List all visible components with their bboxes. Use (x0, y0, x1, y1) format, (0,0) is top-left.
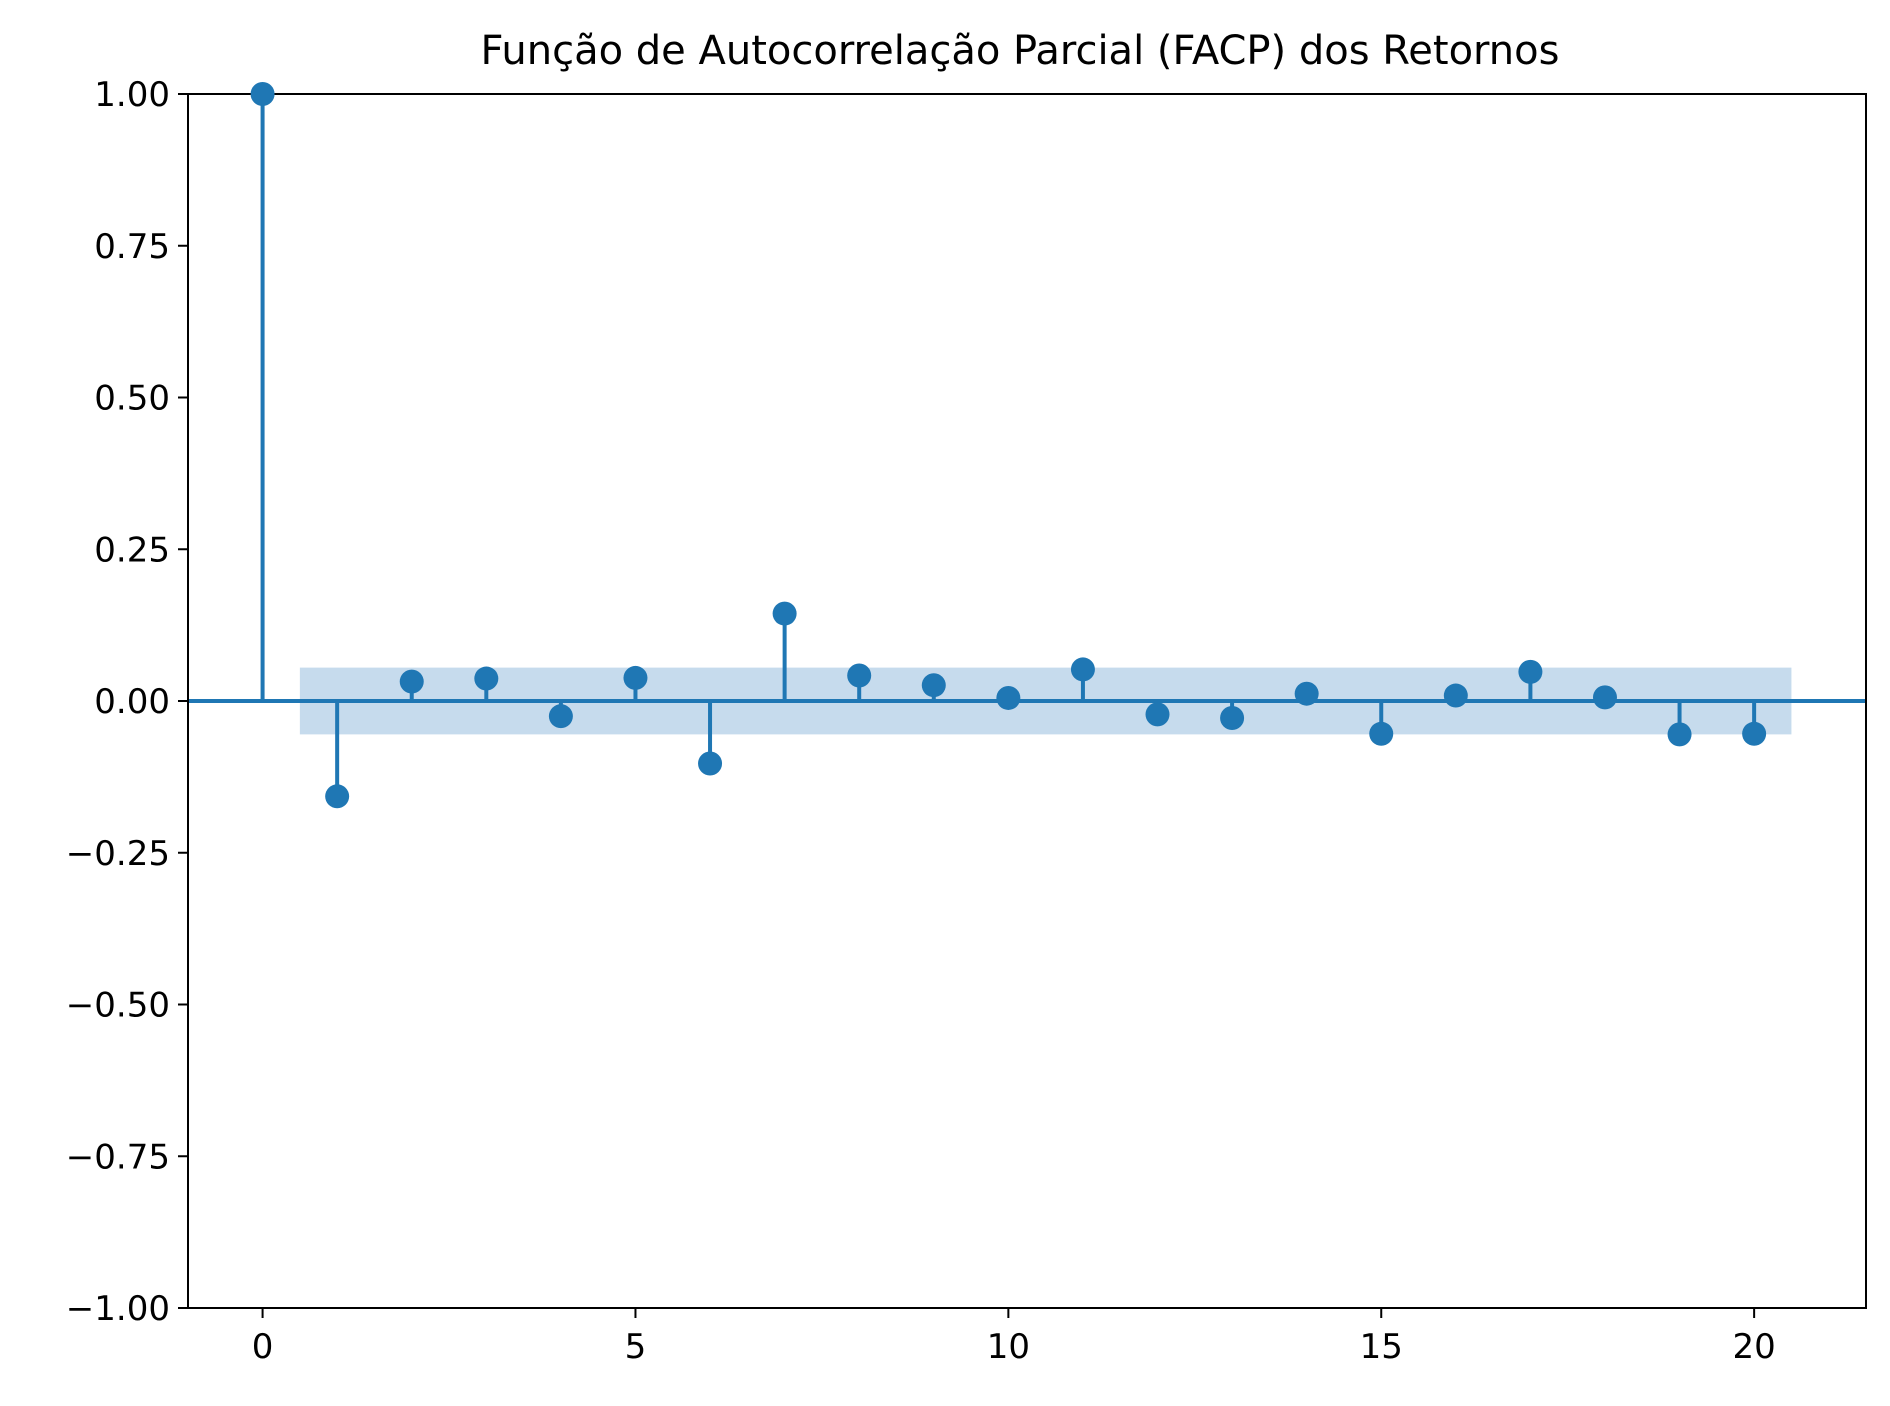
marker-lag-13 (1220, 705, 1245, 730)
marker-lag-20 (1742, 721, 1767, 746)
x-tick-label: 5 (625, 1327, 647, 1367)
marker-lag-9 (921, 673, 946, 698)
marker-lag-1 (325, 784, 350, 809)
y-tick-label: 1.00 (94, 75, 170, 115)
marker-layer (250, 82, 1767, 809)
marker-lag-15 (1369, 721, 1394, 746)
marker-lag-16 (1443, 683, 1468, 708)
y-tick-label: 0.25 (94, 530, 170, 570)
marker-lag-5 (623, 665, 648, 690)
x-tick-label: 10 (987, 1327, 1030, 1367)
marker-lag-2 (399, 669, 424, 694)
x-tick-label: 20 (1733, 1327, 1776, 1367)
marker-lag-0 (250, 82, 275, 106)
marker-lag-17 (1518, 659, 1543, 684)
x-tick-label: 0 (252, 1327, 274, 1367)
y-tick-label: 0.00 (94, 682, 170, 722)
marker-lag-18 (1592, 685, 1617, 710)
tick-layer: 1.00 0.75 0.50 0.25 0.00 −0.25 −0.50 −0.75 −1.00… (66, 75, 1776, 1367)
marker-lag-19 (1667, 722, 1692, 747)
marker-lag-3 (474, 666, 499, 691)
marker-lag-10 (996, 685, 1021, 710)
marker-lag-8 (847, 663, 872, 688)
marker-lag-14 (1294, 681, 1319, 706)
y-tick-label: −1.00 (66, 1289, 170, 1329)
marker-lag-4 (548, 704, 573, 729)
y-tick-label: −0.25 (66, 834, 170, 874)
marker-lag-7 (772, 601, 797, 626)
marker-lag-12 (1145, 702, 1170, 727)
y-tick-label: 0.50 (94, 379, 170, 419)
marker-lag-11 (1070, 657, 1095, 682)
x-tick-label: 15 (1360, 1327, 1403, 1367)
marker-lag-6 (698, 751, 723, 776)
chart-title: Função de Autocorrelação Parcial (FACP) … (481, 28, 1560, 74)
y-tick-label: 0.75 (94, 227, 170, 267)
y-tick-label: −0.50 (66, 986, 170, 1026)
y-tick-label: −0.75 (66, 1137, 170, 1177)
